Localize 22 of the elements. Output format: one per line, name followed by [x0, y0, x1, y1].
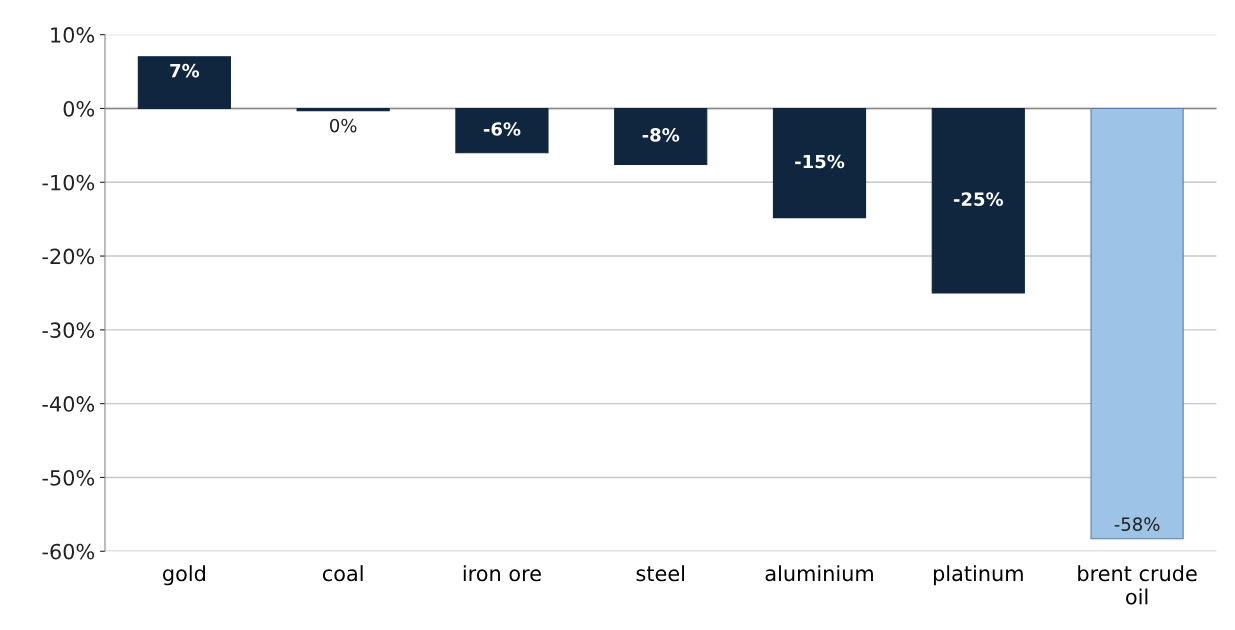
- data-label: -8%: [642, 128, 680, 142]
- x-tick-label: iron ore: [463, 565, 541, 582]
- data-label: 0%: [330, 118, 357, 133]
- x-tick-label: platinum: [933, 565, 1023, 586]
- y-tick-label: 10%: [51, 27, 95, 43]
- x-tick-label: gold: [163, 565, 205, 586]
- y-tick-label: 0%: [63, 100, 95, 117]
- y-tick-label: -60%: [42, 543, 95, 560]
- data-label: -6%: [483, 122, 521, 136]
- y-tick-label: -20%: [42, 248, 95, 265]
- x-tick-label: brent crude oil: [1078, 565, 1197, 605]
- data-label: -15%: [795, 154, 845, 169]
- data-label: -25%: [953, 192, 1004, 206]
- data-label: 7%: [170, 63, 200, 78]
- data-label: -58%: [1114, 517, 1160, 532]
- x-tick-label: coal: [322, 565, 363, 582]
- x-tick-label: steel: [636, 565, 684, 582]
- y-tick-label: -50%: [42, 469, 95, 486]
- x-tick-label: aluminium: [765, 565, 873, 582]
- y-tick-label: -10%: [42, 174, 95, 191]
- y-tick-label: -30%: [42, 322, 95, 339]
- y-tick-label: -40%: [42, 396, 95, 412]
